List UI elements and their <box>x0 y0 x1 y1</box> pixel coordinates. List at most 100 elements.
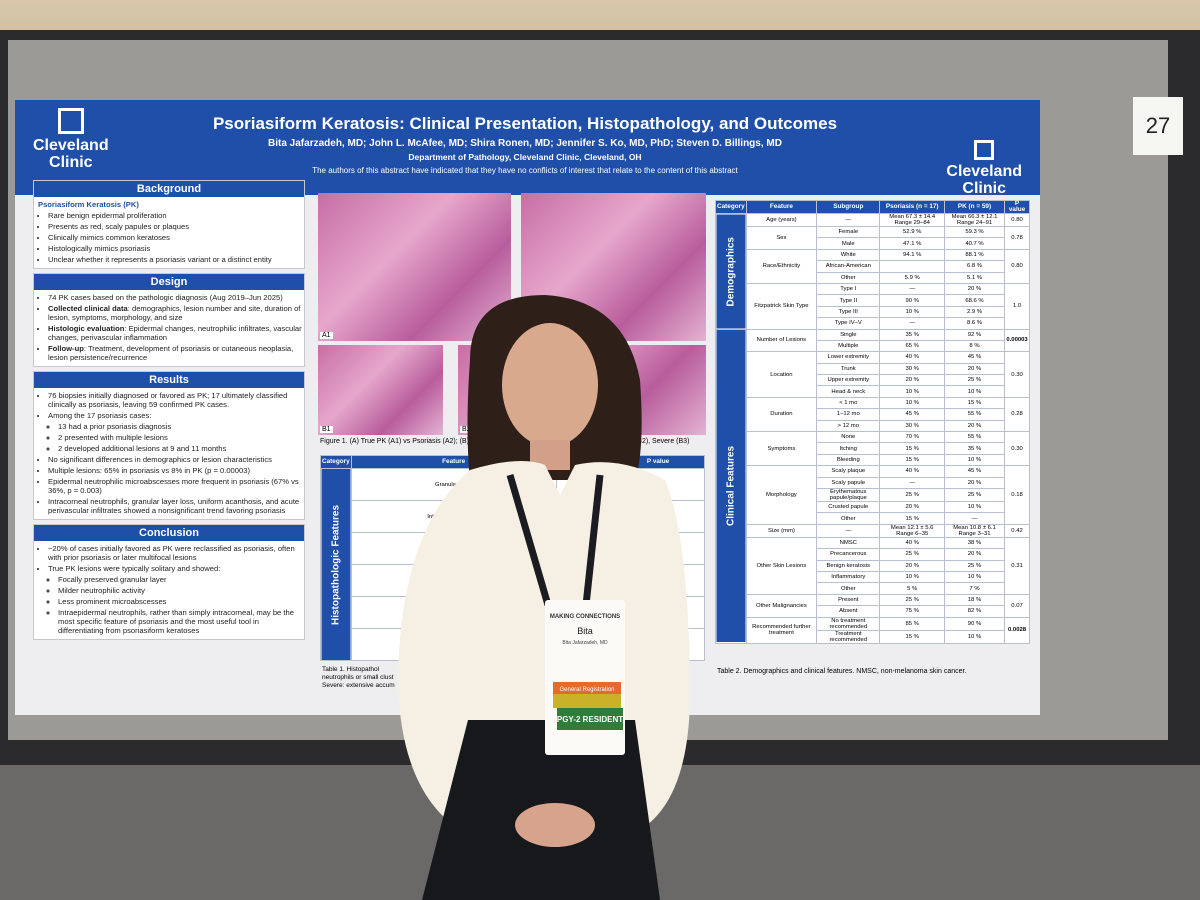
bullet: Epidermal neutrophilic microabscesses mo… <box>48 477 304 495</box>
cell: 10 % <box>943 570 1006 584</box>
row: Other 5 % 7 % <box>716 582 1030 595</box>
cell: 15 % <box>879 512 945 525</box>
bullet-label: Follow-up <box>48 344 84 353</box>
header-cell: Feature <box>745 200 818 214</box>
row: Size (mm) — Mean 12.1 ± 5.6 Range 6–35 Mean… <box>716 523 1030 538</box>
p-value-cell: 0.0028 <box>1004 616 1030 644</box>
bullet: Among the 17 psoriasis cases: 13 had a pr… <box>48 411 304 453</box>
bullet-text: Unclear whether it represents a psoriasi… <box>48 255 272 264</box>
section: Results 76 biopsies initially diagnosed o… <box>33 371 305 520</box>
row: Crusted papule 20 % 10 % <box>716 500 1030 514</box>
cell: 20 % <box>943 476 1006 490</box>
row: Bleeding 15 % 10 % <box>716 453 1030 467</box>
p-value-cell: 0.31 <box>1004 536 1030 595</box>
bullet-text: Intracorneal neutrophils, granular layer… <box>48 497 300 515</box>
row: African-American 6.8 % <box>716 260 1030 273</box>
hands <box>515 803 595 847</box>
bullet-list: Psoriasiform Keratosis (PK) Rare benign e… <box>34 200 304 264</box>
cell: 10 % <box>943 500 1006 514</box>
cell: Other <box>816 582 881 595</box>
caption-line: Table 1. Histopathol <box>322 666 380 673</box>
bullet-text: Histologically mimics psoriasis <box>48 244 151 253</box>
p-value-cell: 0.07 <box>1004 593 1030 618</box>
bullet: Intracorneal neutrophils, granular layer… <box>48 497 304 515</box>
section-heading: Background <box>34 181 304 197</box>
cell: 20 % <box>879 500 945 514</box>
bullet-list: 76 biopsies initially diagnosed or favor… <box>34 391 304 515</box>
p-value-cell: 0.80 <box>1004 248 1030 284</box>
badge <box>545 600 625 755</box>
bullet-text: Multiple lesions: 65% in psoriasis vs 8%… <box>48 466 250 475</box>
row: Morphology Scaly plaque 40 % 45 % 0.18 <box>716 465 1030 525</box>
bullet: Histologically mimics psoriasis <box>48 244 304 253</box>
cell: 75 % <box>879 605 945 618</box>
table-2: Category Feature Subgroup Psoriasis (n = 17… <box>715 200 1030 644</box>
section: Conclusion ~20% of cases initially favore… <box>33 524 305 640</box>
bullet-text: Epidermal neutrophilic microabscesses mo… <box>48 477 299 495</box>
row: > 12 mo 30 % 20 % <box>716 419 1030 433</box>
row: Duration < 1 mo 10 % 15 % 0.28 <box>716 396 1030 433</box>
badge-band <box>553 682 621 694</box>
disclosure: The authors of this abstract have indica… <box>312 166 738 175</box>
sub-bullet: Less prominent microabscesses <box>58 597 304 606</box>
row: Demographics Age (years) — Mean 67.3 ± 14.4… <box>715 213 1030 330</box>
logo-text: Clinic <box>49 154 93 171</box>
feature-cell: Fitzpatrick Skin Type <box>745 282 818 330</box>
logo-text: Cleveland <box>946 163 1022 180</box>
feature-cell: Age (years) <box>745 213 818 227</box>
section-heading: Results <box>34 372 304 388</box>
badge-band <box>553 694 621 708</box>
caption: Figure 1. (A) True PK (A1) vs Psoriasis … <box>320 438 485 445</box>
row: Upper extremity 20 % 25 % <box>716 374 1030 387</box>
p-value-cell: 0.42 <box>1004 523 1030 538</box>
figure-caption: Figure 1. (A) True PK (A1) vs Psoriasis … <box>320 438 720 445</box>
panel-label: A1 <box>320 332 333 339</box>
sub-list: Focally preserved granular layer Milder n… <box>48 575 304 635</box>
bullet: Multiple lesions: 65% in psoriasis vs 8%… <box>48 466 304 475</box>
bullet-text: Among the 17 psoriasis cases: <box>48 411 152 420</box>
row: Inflammatory 10 % 10 % <box>716 570 1030 584</box>
header-cell: Psoriasis (n = 17) <box>879 200 945 214</box>
logo-text: Clinic <box>962 180 1006 197</box>
cell: 18 % <box>943 593 1006 607</box>
poster-title: Psoriasiform Keratosis: Clinical Present… <box>212 114 838 133</box>
row: Other Skin Lesions NMSC 40 % 38 % 0.31 <box>716 536 1030 595</box>
sub-bullet: Intraepidermal neutrophils, rather than … <box>58 608 304 635</box>
logo-text: Cleveland <box>33 137 109 154</box>
row: Fitzpatrick Skin Type Type I —20 % 1.0 <box>716 282 1030 330</box>
cell: 15 % <box>879 629 945 644</box>
cell: 20 % <box>879 559 945 572</box>
bullet: True PK lesions were typically solitary … <box>48 564 304 635</box>
bullet: Psoriasiform Keratosis (PK) <box>38 200 304 209</box>
bullet-text: ~20% of cases initially favored as PK we… <box>48 544 295 562</box>
p-value-cell: 0.30 <box>1004 431 1030 467</box>
cell: 25 % <box>879 548 945 561</box>
feature-cell: Recommended further treatment <box>745 616 818 644</box>
cell: 38 % <box>943 536 1006 550</box>
bullet: 74 PK cases based on the pathologic diag… <box>48 293 304 302</box>
feature-cell: Morphology <box>745 465 818 525</box>
bullet-text: 74 PK cases based on the pathologic diag… <box>48 293 283 302</box>
cell: — <box>943 512 1006 525</box>
bullet: Rare benign epidermal proliferation <box>48 211 304 220</box>
bullet: Unclear whether it represents a psoriasi… <box>48 255 304 264</box>
p-value-cell: 0.80 <box>1004 213 1030 227</box>
badge-full-name: Bita Jafarzadeh, MD <box>562 640 608 646</box>
bullet-text: : demographics, lesion number and site, … <box>48 304 301 322</box>
bullet: Presents as red, scaly papules or plaque… <box>48 222 304 231</box>
poster-number: 27 <box>1133 97 1183 155</box>
lanyard <box>506 474 604 606</box>
logo: Cleveland Clinic <box>946 140 1022 197</box>
badge-event: MAKING CONNECTIONS <box>550 614 620 620</box>
header-row: Category Feature Subgroup Psoriasis (n = 17… <box>715 200 1030 214</box>
row: Race/Ethnicity White 94.1 % 88.1 % 0.80 <box>716 248 1030 284</box>
row: Male 47.1 % 40.7 % <box>716 237 1030 250</box>
sub-bullet: Milder neutrophilic activity <box>58 586 304 595</box>
sub-bullet: 13 had a prior psoriasis diagnosis <box>58 422 304 431</box>
cell: 82 % <box>943 605 1006 618</box>
bullet: Histologic evaluation: Epidermal changes… <box>48 324 304 342</box>
section: Design 74 PK cases based on the pathologi… <box>33 273 305 367</box>
row: Symptoms None 70 % 55 % 0.30 <box>716 431 1030 467</box>
cell: Scaly papule <box>816 476 881 490</box>
